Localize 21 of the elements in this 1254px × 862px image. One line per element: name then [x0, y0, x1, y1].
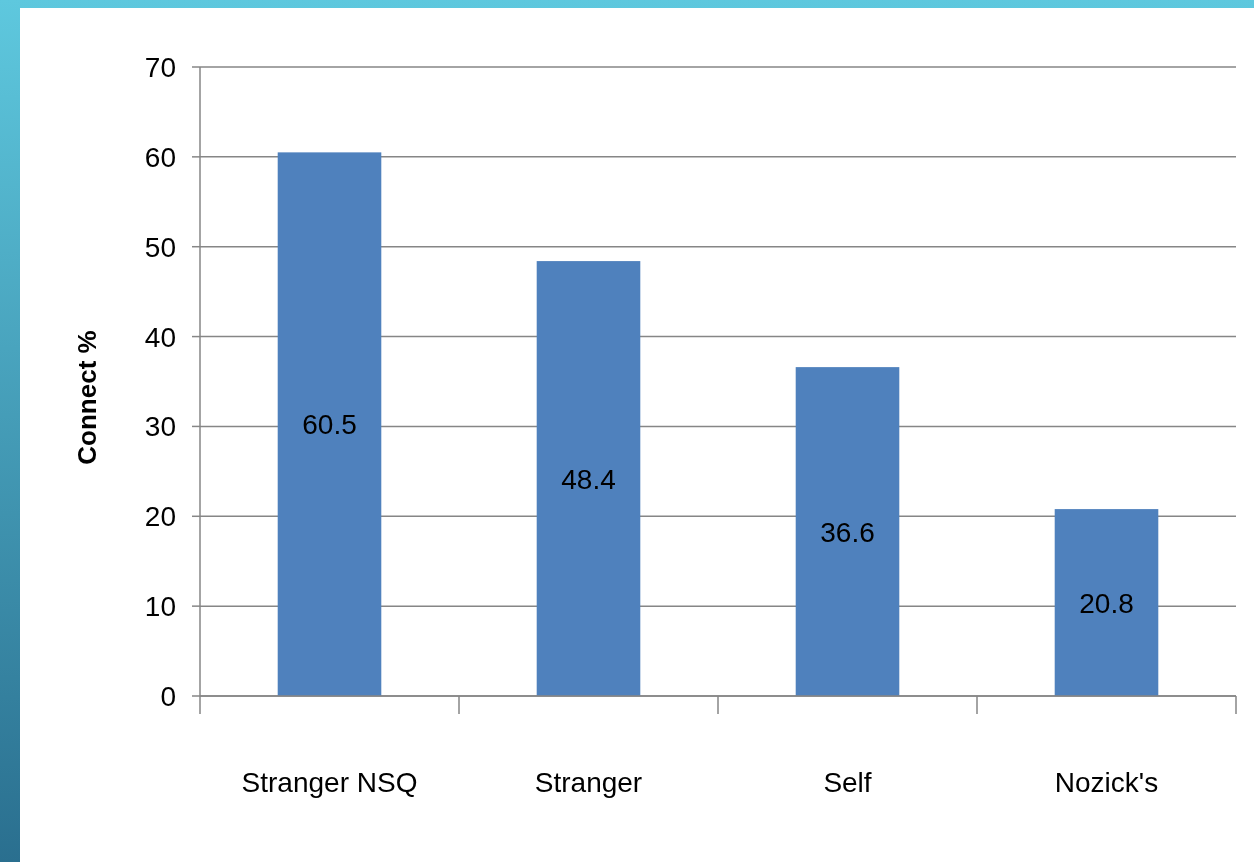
y-axis-title: Connect % [72, 330, 102, 465]
bar [1054, 509, 1159, 696]
y-tick-label: 0 [160, 681, 176, 712]
bar [536, 261, 641, 696]
x-tick-label: Stranger NSQ [241, 767, 418, 798]
data-label: 20.8 [1079, 587, 1134, 619]
y-tick-label: 40 [144, 321, 176, 353]
x-tick-label: Stranger [534, 767, 643, 798]
bar [795, 367, 900, 696]
x-tick-label: Self [823, 767, 872, 798]
y-tick-label: 70 [144, 52, 176, 83]
bar [277, 152, 382, 696]
data-label: 36.6 [820, 516, 875, 548]
y-tick-label: 60 [144, 141, 176, 173]
data-label: 60.5 [302, 409, 357, 441]
y-tick-label: 20 [144, 501, 176, 533]
x-tick-label: Nozick's [1054, 767, 1159, 798]
data-label: 48.4 [561, 463, 616, 495]
y-tick-label: 30 [144, 411, 176, 443]
y-tick-label: 10 [144, 591, 176, 623]
y-tick-label: 50 [144, 231, 176, 263]
